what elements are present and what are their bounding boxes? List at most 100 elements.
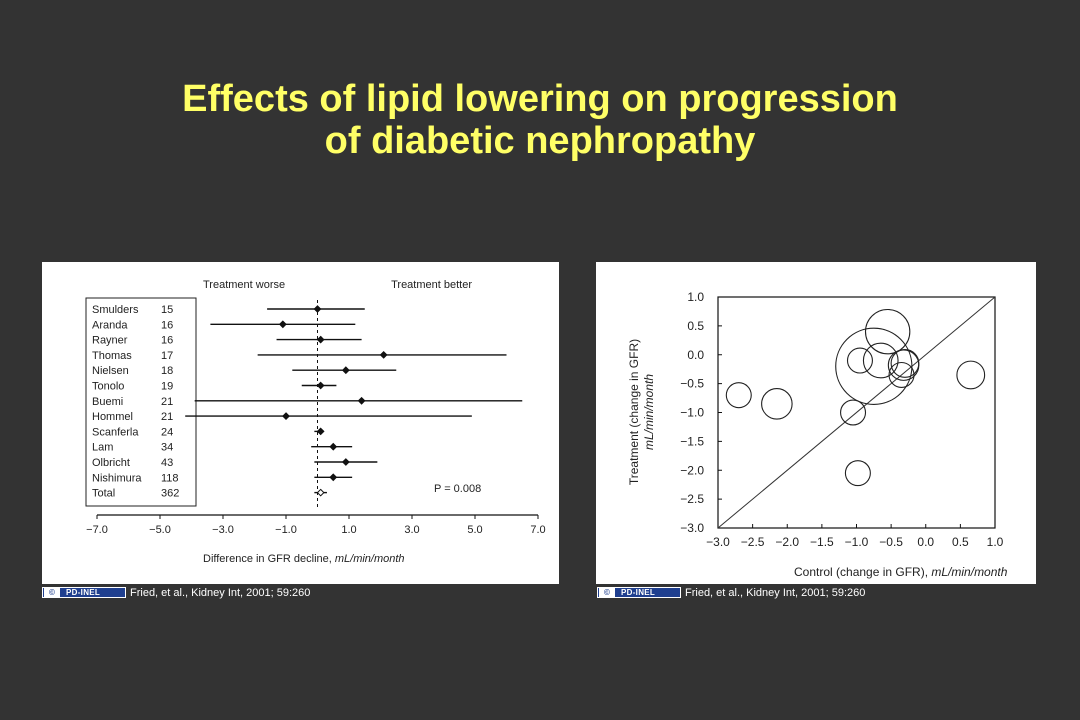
y-tick-label: −2.5 xyxy=(680,492,704,506)
y-tick-label: −1.5 xyxy=(680,434,704,448)
study-estimate-diamond xyxy=(316,427,325,436)
study-label: Thomas xyxy=(92,350,132,362)
study-bubble xyxy=(844,460,871,487)
x-tick-label: −3.0 xyxy=(706,535,730,549)
copyright-icon: © xyxy=(599,588,615,597)
study-estimate-diamond xyxy=(329,473,338,482)
study-n: 24 xyxy=(161,426,173,438)
citation-text: Fried, et al., Kidney Int, 2001; 59:260 xyxy=(130,586,311,599)
y-tick-label: −1.0 xyxy=(680,406,704,420)
x-tick-label: 1.0 xyxy=(987,535,1004,549)
total-n: 362 xyxy=(161,488,179,500)
y-tick-label: −3.0 xyxy=(680,521,704,535)
study-bubble xyxy=(862,342,899,379)
study-n: 43 xyxy=(161,457,173,469)
license-badge[interactable]: © PD-INEL xyxy=(42,587,126,598)
license-label: PD-INEL xyxy=(66,588,101,597)
study-label: Scanferla xyxy=(92,426,139,438)
scatter-plot: −3.0 −2.5 −2.0 −1.5 −1.0 −0.5 0.0 0.5 1.0 1.0 0.5 0… xyxy=(627,290,1008,579)
y-tick-label: 0.5 xyxy=(687,319,704,333)
forest-plot: Treatment worse Treatment better Smulders 1… xyxy=(85,279,546,565)
title-line-2: of diabetic nephropathy xyxy=(324,120,756,162)
study-estimate-diamond xyxy=(341,366,350,375)
study-label: Olbricht xyxy=(92,457,130,469)
study-estimate-diamond xyxy=(357,396,366,405)
x-tick-label: −1.0 xyxy=(275,524,297,536)
study-bubble xyxy=(864,308,911,355)
x-axis-label-unit: mL/min/month xyxy=(335,553,405,565)
study-estimate-diamond xyxy=(282,412,290,421)
image-credit-left: © PD-INEL Fried, et al., Kidney Int, 200… xyxy=(42,586,310,599)
study-label: Nielsen xyxy=(92,365,129,377)
y-tick-label: −2.0 xyxy=(680,463,704,477)
study-n: 118 xyxy=(161,472,179,484)
study-label: Hommel xyxy=(92,411,133,423)
x-tick-label: −1.0 xyxy=(845,535,869,549)
study-n: 19 xyxy=(161,381,173,393)
study-estimate-diamond xyxy=(341,458,350,466)
x-tick-label: −3.0 xyxy=(212,524,234,536)
y-tick-label: −0.5 xyxy=(680,377,704,391)
scatter-plot-panel: −3.0 −2.5 −2.0 −1.5 −1.0 −0.5 0.0 0.5 1.0 1.0 0.5 0… xyxy=(596,262,1036,584)
license-label: PD-INEL xyxy=(621,588,656,597)
study-n: 18 xyxy=(161,365,173,377)
study-estimate-diamond xyxy=(316,381,325,390)
study-bubble xyxy=(761,388,793,420)
y-tick-label: 0.0 xyxy=(687,348,704,362)
x-tick-label: 0.0 xyxy=(917,535,934,549)
title-line-1: Effects of lipid lowering on progression xyxy=(182,78,898,120)
study-label: Aranda xyxy=(92,319,128,331)
study-estimate-diamond xyxy=(278,320,287,329)
study-bubble xyxy=(835,327,913,405)
x-tick-label: −0.5 xyxy=(879,535,903,549)
study-bubble xyxy=(846,347,873,374)
study-estimate-diamond xyxy=(329,442,338,451)
y-axis-label: Treatment (change in GFR) xyxy=(627,339,641,485)
x-axis-label-text: Control (change in GFR), xyxy=(794,565,931,579)
identity-line xyxy=(717,296,996,529)
x-tick-label: 0.5 xyxy=(952,535,969,549)
total-estimate-diamond xyxy=(316,488,325,497)
x-tick-label: 7.0 xyxy=(530,524,545,536)
study-bubble xyxy=(840,399,867,426)
x-tick-label: 3.0 xyxy=(404,524,419,536)
study-n: 16 xyxy=(161,335,173,347)
study-bubble xyxy=(888,361,915,388)
x-tick-label: −7.0 xyxy=(86,524,108,536)
image-credit-right: © PD-INEL Fried, et al., Kidney Int, 200… xyxy=(597,586,865,599)
total-label: Total xyxy=(92,488,115,500)
study-estimate-diamond xyxy=(379,350,388,359)
x-axis-label: Control (change in GFR), mL/min/month xyxy=(794,565,1008,579)
study-list-box xyxy=(85,297,197,507)
slide-title: Effects of lipid lowering on progression… xyxy=(0,78,1080,162)
study-estimate-diamond xyxy=(316,335,325,344)
study-label: Tonolo xyxy=(92,381,124,393)
study-n: 15 xyxy=(161,304,173,316)
p-value-annotation: P = 0.008 xyxy=(434,483,481,495)
study-label: Rayner xyxy=(92,335,128,347)
study-bubble xyxy=(890,349,920,378)
study-n: 34 xyxy=(161,442,173,454)
y-tick-label: 1.0 xyxy=(687,290,704,304)
forest-plot-panel: Treatment worse Treatment better Smulders 1… xyxy=(42,262,559,584)
study-n: 17 xyxy=(161,350,173,362)
x-axis-label-text: Difference in GFR decline, xyxy=(203,553,335,565)
study-n: 21 xyxy=(161,411,173,423)
study-n: 21 xyxy=(161,396,173,408)
x-tick-label: 5.0 xyxy=(467,524,482,536)
license-badge[interactable]: © PD-INEL xyxy=(597,587,681,598)
study-label: Smulders xyxy=(92,304,139,316)
study-bubble xyxy=(956,360,986,390)
study-bubble xyxy=(725,382,752,409)
x-tick-label: 1.0 xyxy=(341,524,356,536)
study-n: 16 xyxy=(161,319,173,331)
study-label: Lam xyxy=(92,442,113,454)
study-label: Buemi xyxy=(92,396,123,408)
y-axis-label-unit: mL/min/month xyxy=(642,374,656,450)
study-label: Nishimura xyxy=(92,472,142,484)
x-axis-label-unit: mL/min/month xyxy=(931,565,1007,579)
header-treatment-worse: Treatment worse xyxy=(203,279,285,291)
x-tick-label: −1.5 xyxy=(810,535,834,549)
citation-text: Fried, et al., Kidney Int, 2001; 59:260 xyxy=(685,586,866,599)
copyright-icon: © xyxy=(44,588,60,597)
